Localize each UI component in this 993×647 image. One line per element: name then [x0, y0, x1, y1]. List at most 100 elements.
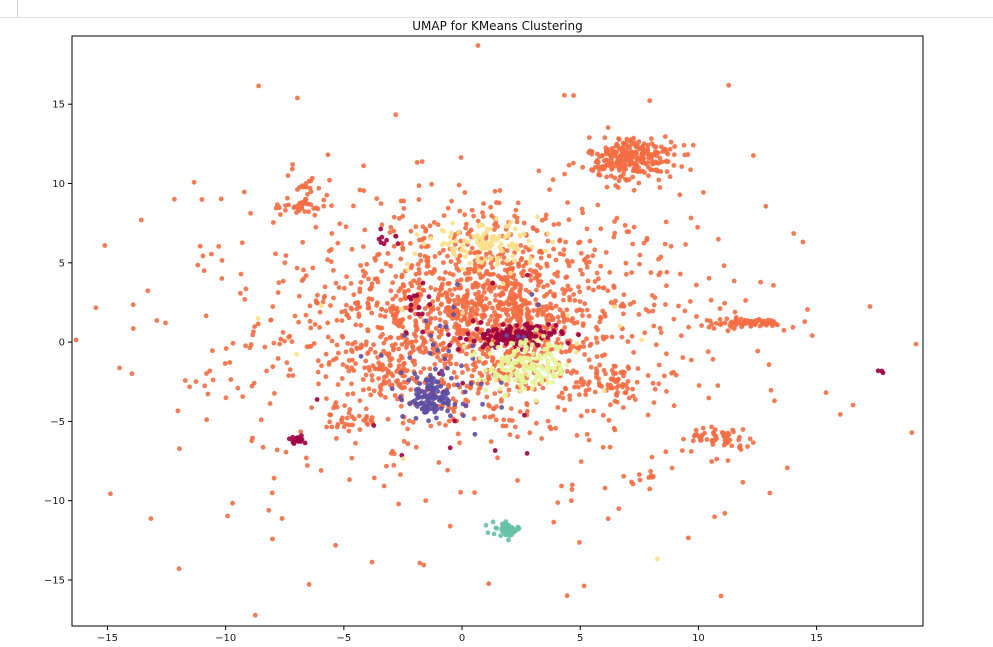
scatter-point-orange — [249, 383, 255, 389]
scatter-point-orange — [649, 141, 655, 147]
scatter-point-orange — [466, 270, 472, 276]
scatter-point-orange — [210, 377, 216, 383]
scatter-point-orange — [601, 336, 607, 342]
scatter-point-lime — [545, 360, 551, 366]
scatter-point-orange — [525, 312, 531, 318]
scatter-point-lightyellow — [500, 281, 506, 287]
scatter-point-orange — [618, 158, 624, 164]
scatter-point-orange — [346, 358, 352, 363]
scatter-point-orange — [402, 296, 408, 301]
scatter-point-orange — [311, 341, 317, 346]
scatter-point-orange — [276, 280, 282, 286]
scatter-point-orange — [398, 403, 404, 409]
scatter-point-orange — [611, 234, 617, 240]
scatter-point-orange — [310, 265, 316, 271]
scatter-point-orange — [471, 213, 476, 219]
scatter-point-purple — [449, 375, 454, 381]
scatter-point-orange — [565, 283, 571, 289]
scatter-point-orange — [726, 432, 732, 437]
scatter-point-orange — [566, 162, 572, 168]
scatter-point-orange — [685, 535, 691, 541]
scatter-point-orange — [469, 373, 475, 379]
scatter-point-orange — [294, 210, 299, 215]
scatter-point-orange — [413, 338, 419, 344]
scatter-point-lightyellow — [479, 236, 485, 242]
scatter-point-orange — [456, 182, 462, 188]
scatter-point-orange — [509, 306, 515, 312]
scatter-point-lightyellow — [521, 231, 527, 237]
scatter-point-orange — [726, 82, 732, 88]
scatter-point-orange — [396, 335, 401, 341]
scatter-point-orange — [353, 440, 358, 446]
scatter-point-orange — [724, 440, 730, 446]
scatter-point-orange — [467, 276, 473, 281]
scatter-point-orange — [333, 280, 339, 286]
scatter-point-lightyellow — [450, 220, 455, 226]
scatter-point-orange — [553, 257, 559, 263]
scatter-point-lightyellow — [601, 388, 607, 394]
scatter-point-maroon — [545, 335, 551, 340]
scatter-point-orange — [559, 349, 564, 355]
scatter-point-orange — [487, 414, 493, 420]
scatter-point-orange — [909, 430, 915, 435]
scatter-point-orange — [413, 224, 419, 230]
scatter-point-orange — [685, 152, 691, 157]
scatter-point-maroon — [371, 423, 377, 428]
scatter-point-orange — [305, 463, 310, 468]
scatter-point-purple — [463, 403, 469, 409]
scatter-point-orange — [645, 373, 651, 378]
scatter-point-lightyellow — [460, 310, 465, 316]
scatter-point-orange — [475, 218, 481, 224]
scatter-point-orange — [365, 350, 371, 356]
scatter-point-orange — [449, 292, 455, 298]
scatter-point-orange — [408, 241, 413, 246]
scatter-point-lightyellow — [527, 260, 533, 266]
scatter-point-lime — [508, 340, 514, 346]
scatter-point-orange — [130, 302, 136, 308]
scatter-point-orange — [388, 450, 394, 456]
scatter-point-orange — [447, 523, 453, 529]
scatter-point-orange — [364, 413, 369, 419]
scatter-point-lightyellow — [482, 256, 488, 262]
scatter-point-orange — [453, 262, 459, 268]
scatter-point-orange — [706, 395, 712, 401]
scatter-point-orange — [283, 203, 288, 209]
scatter-point-orange — [339, 333, 345, 339]
scatter-point-orange — [270, 536, 275, 542]
scatter-point-orange — [328, 412, 334, 418]
scatter-point-orange — [324, 424, 329, 430]
scatter-point-orange — [315, 369, 321, 375]
scatter-point-orange — [464, 351, 469, 357]
scatter-point-orange — [581, 344, 587, 349]
scatter-point-orange — [469, 245, 475, 251]
scatter-point-orange — [344, 364, 350, 370]
scatter-point-orange — [527, 430, 533, 436]
scatter-point-orange — [148, 516, 154, 521]
scatter-point-orange — [392, 341, 398, 347]
scatter-point-lime — [504, 392, 509, 398]
scatter-point-orange — [625, 150, 630, 156]
scatter-point-orange — [297, 200, 303, 206]
scatter-point-orange — [533, 297, 539, 302]
scatter-point-orange — [365, 300, 371, 306]
scatter-point-lime — [502, 367, 508, 373]
scatter-point-orange — [600, 308, 606, 314]
scatter-point-orange — [677, 192, 683, 198]
scatter-point-lightyellow — [475, 253, 480, 259]
scatter-point-orange — [586, 313, 592, 319]
scatter-point-orange — [278, 212, 283, 217]
scatter-point-lime — [537, 373, 543, 378]
scatter-point-lime — [513, 378, 518, 383]
scatter-point-orange — [699, 432, 705, 438]
scatter-point-orange — [668, 139, 674, 145]
scatter-point-purple — [480, 401, 485, 407]
scatter-point-orange — [547, 424, 553, 430]
scatter-point-lightyellow — [497, 233, 502, 239]
scatter-point-orange — [580, 321, 586, 326]
scatter-point-orange — [621, 373, 626, 379]
scatter-point-maroon — [464, 336, 469, 342]
scatter-point-orange — [387, 335, 393, 340]
scatter-point-orange — [629, 141, 635, 147]
scatter-point-orange — [387, 362, 393, 368]
scatter-point-orange — [445, 281, 451, 286]
